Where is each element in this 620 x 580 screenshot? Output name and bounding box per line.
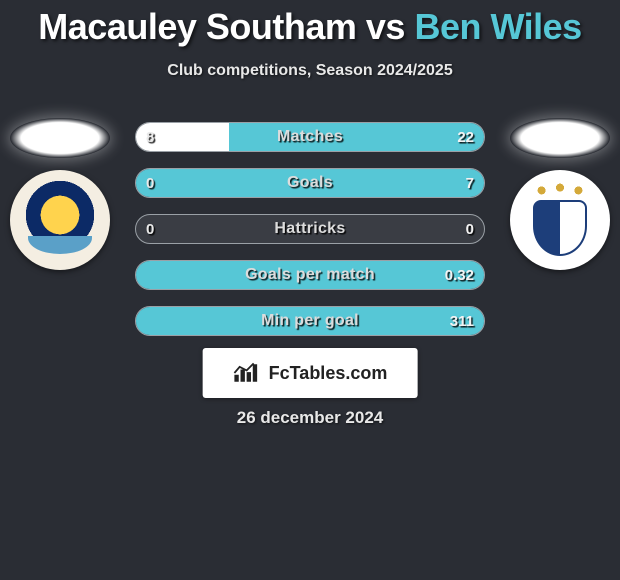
stat-label: Matches xyxy=(136,123,484,151)
stat-label: Hattricks xyxy=(136,215,484,243)
player1-column xyxy=(0,108,120,270)
player1-club-crest xyxy=(10,170,110,270)
stat-row: 311Min per goal xyxy=(135,306,485,336)
chart-icon xyxy=(233,362,261,384)
snapshot-date: 26 december 2024 xyxy=(0,408,620,428)
stat-row: 00Hattricks xyxy=(135,214,485,244)
stat-bars: 822Matches 07Goals 00Hattricks 0.32Goals pe… xyxy=(135,122,485,352)
player2-club-crest xyxy=(510,170,610,270)
comparison-title: Macauley Southam vs Ben Wiles xyxy=(0,0,620,48)
stat-label: Goals xyxy=(136,169,484,197)
vs-word: vs xyxy=(366,6,405,47)
competition-subtitle: Club competitions, Season 2024/2025 xyxy=(0,62,620,80)
branding-text: FcTables.com xyxy=(269,363,388,384)
player2-name: Ben Wiles xyxy=(414,6,581,47)
branding-badge: FcTables.com xyxy=(203,348,418,398)
player2-column xyxy=(500,108,620,270)
player1-name: Macauley Southam xyxy=(38,6,356,47)
player2-silhouette xyxy=(510,118,610,158)
stat-row: 0.32Goals per match xyxy=(135,260,485,290)
player1-silhouette xyxy=(10,118,110,158)
stat-row: 07Goals xyxy=(135,168,485,198)
stat-label: Goals per match xyxy=(136,261,484,289)
stat-row: 822Matches xyxy=(135,122,485,152)
stat-label: Min per goal xyxy=(136,307,484,335)
